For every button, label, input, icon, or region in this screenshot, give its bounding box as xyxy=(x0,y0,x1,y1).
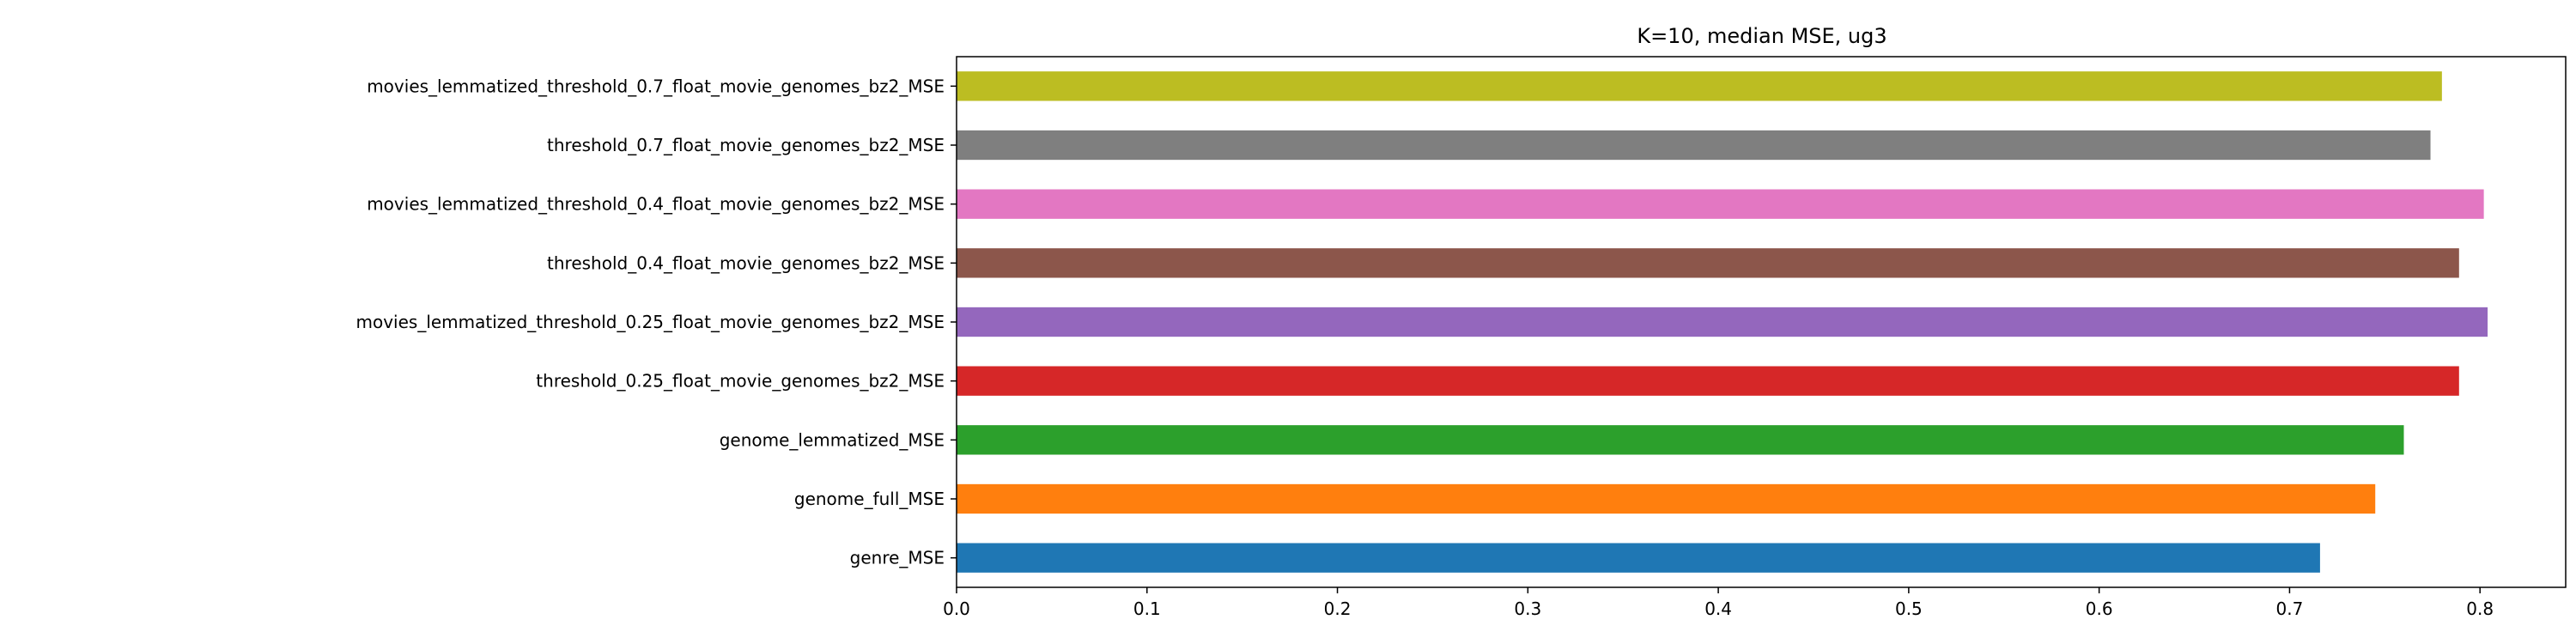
x-tick-label: 0.6 xyxy=(2086,598,2113,619)
plot-frame xyxy=(956,56,2567,588)
category-label: genome_lemmatized_MSE xyxy=(720,429,945,450)
x-tick-label: 0.7 xyxy=(2276,598,2304,619)
x-tick-label: 0.0 xyxy=(943,598,970,619)
category-label: threshold_0.25_float_movie_genomes_bz2_M… xyxy=(536,371,945,392)
bar xyxy=(957,71,2442,101)
category-label: genre_MSE xyxy=(850,548,945,568)
bar xyxy=(957,130,2431,161)
bars-group xyxy=(957,71,2488,573)
category-label: threshold_0.4_float_movie_genomes_bz2_MS… xyxy=(547,252,945,273)
x-tick-label: 0.1 xyxy=(1133,598,1161,619)
x-axis-ticks: 0.0 0.1 0.2 0.3 0.4 0.5 0.6 0.7 0.8 xyxy=(943,587,2494,619)
category-labels: genre_MSE genome_full_MSE genome_lemmatize… xyxy=(355,76,957,568)
chart-title: K=10, median MSE, ug3 xyxy=(1637,24,1886,48)
category-label: threshold_0.7_float_movie_genomes_bz2_MS… xyxy=(547,135,945,155)
x-tick-label: 0.2 xyxy=(1324,598,1352,619)
bar xyxy=(957,307,2488,337)
x-tick-label: 0.3 xyxy=(1514,598,1541,619)
category-label: movies_lemmatized_threshold_0.4_float_mo… xyxy=(367,194,945,215)
category-label: movies_lemmatized_threshold_0.7_float_mo… xyxy=(367,76,945,96)
bar xyxy=(957,425,2404,455)
bar xyxy=(957,366,2459,396)
x-tick-label: 0.5 xyxy=(1895,598,1923,619)
bar xyxy=(957,189,2484,219)
category-label: genome_full_MSE xyxy=(794,489,945,509)
bar xyxy=(957,483,2376,514)
bar xyxy=(957,248,2459,278)
x-tick-label: 0.8 xyxy=(2466,598,2494,619)
category-label: movies_lemmatized_threshold_0.25_float_m… xyxy=(355,312,945,332)
bar xyxy=(957,543,2320,573)
x-tick-label: 0.4 xyxy=(1704,598,1732,619)
